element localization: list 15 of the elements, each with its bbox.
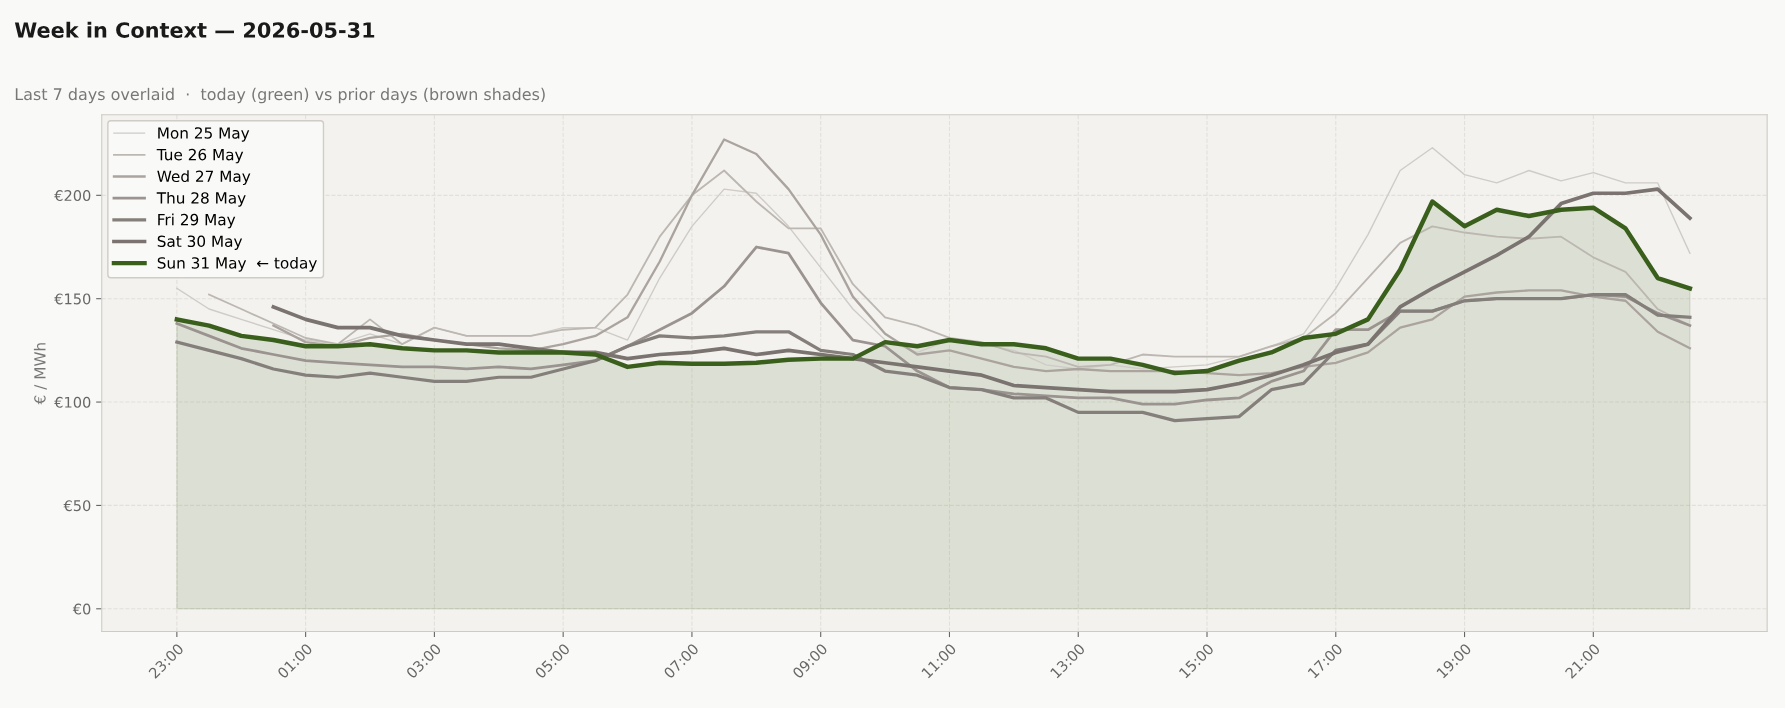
y-tick-label: €50	[63, 500, 91, 512]
legend-label: Fri 29 May	[158, 213, 236, 229]
legend-label: Sun 31 May ← today	[157, 256, 317, 272]
y-tick-label: €200	[54, 190, 91, 202]
legend-label: Tue 26 May	[156, 148, 244, 164]
y-tick-label: €100	[54, 396, 91, 408]
y-tick-label: €150	[54, 293, 91, 305]
chart-subtitle: Last 7 days overlaid · today (green) vs prior days (brown shades)	[15, 87, 545, 104]
y-tick-label: €0	[72, 603, 91, 615]
legend-label: Thu 28 May	[156, 191, 246, 207]
legend-label: Sat 30 May	[157, 235, 243, 251]
y-axis-title: € / MWh	[33, 343, 47, 405]
chart-title: Week in Context — 2026-05-31	[14, 21, 375, 38]
legend-label: Wed 27 May	[157, 170, 251, 186]
legend-label: Mon 25 May	[158, 127, 250, 142]
